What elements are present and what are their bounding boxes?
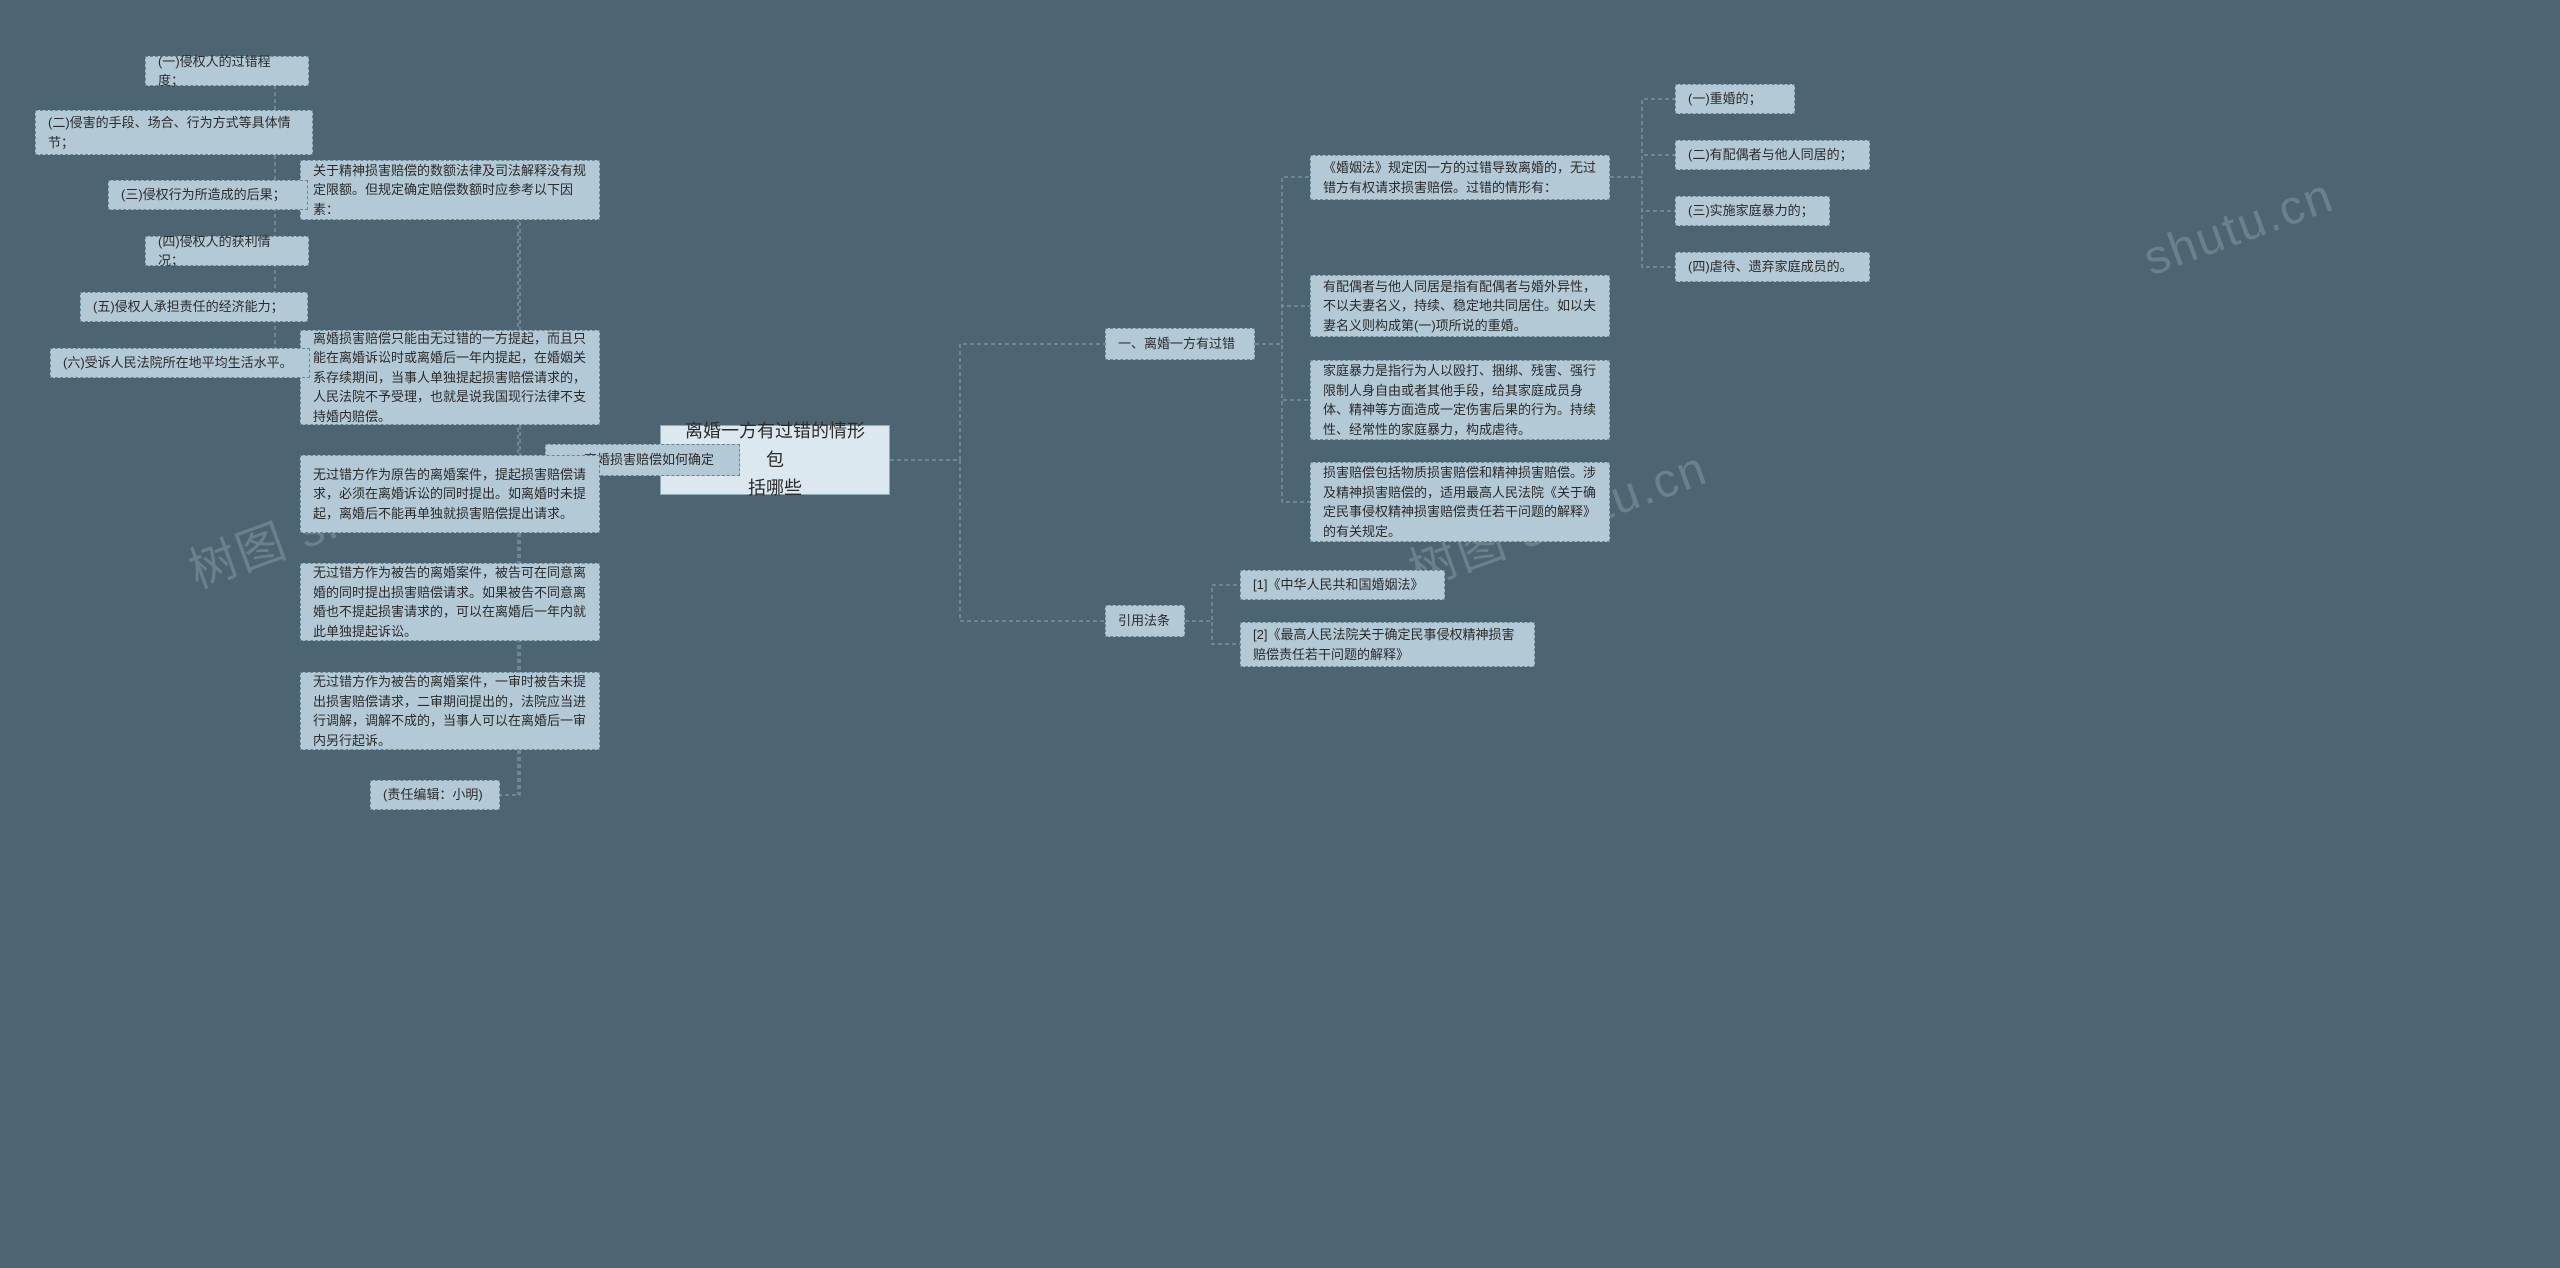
left-leaf-0-2: (三)侵权行为所造成的后果； <box>108 180 308 210</box>
left-child-0: 关于精神损害赔偿的数额法律及司法解释没有规定限额。但规定确定赔偿数额时应参考以下… <box>300 160 600 220</box>
left-leaf-0-4: (五)侵权人承担责任的经济能力； <box>80 292 308 322</box>
right-0-leaf-3: (四)虐待、遗弃家庭成员的。 <box>1675 252 1870 282</box>
right-0-leaf-1: (二)有配偶者与他人同居的； <box>1675 140 1870 170</box>
left-leaf-0-0: (一)侵权人的过错程度； <box>145 56 309 86</box>
right-0-leaf-0: (一)重婚的； <box>1675 84 1795 114</box>
right-0-child-0: 《婚姻法》规定因一方的过错导致离婚的，无过错方有权请求损害赔偿。过错的情形有： <box>1310 155 1610 200</box>
left-child-1: 离婚损害赔偿只能由无过错的一方提起，而且只能在离婚诉讼时或离婚后一年内提起，在婚… <box>300 330 600 425</box>
right-0-child-3: 损害赔偿包括物质损害赔偿和精神损害赔偿。涉及精神损害赔偿的，适用最高人民法院《关… <box>1310 462 1610 542</box>
branch-right-0: 一、离婚一方有过错 <box>1105 328 1255 360</box>
left-child-5: (责任编辑：小明) <box>370 780 500 810</box>
left-leaf-0-1: (二)侵害的手段、场合、行为方式等具体情节； <box>35 110 313 155</box>
watermark: shutu.cn <box>2137 168 2341 287</box>
right-0-child-2: 家庭暴力是指行为人以殴打、捆绑、残害、强行限制人身自由或者其他手段，给其家庭成员… <box>1310 360 1610 440</box>
left-leaf-0-3: (四)侵权人的获利情况； <box>145 236 309 266</box>
right-0-leaf-2: (三)实施家庭暴力的； <box>1675 196 1830 226</box>
left-child-4: 无过错方作为被告的离婚案件，一审时被告未提出损害赔偿请求，二审期间提出的，法院应… <box>300 672 600 750</box>
right-0-child-1: 有配偶者与他人同居是指有配偶者与婚外异性，不以夫妻名义，持续、稳定地共同居住。如… <box>1310 275 1610 337</box>
right-1-child-0: [1]《中华人民共和国婚姻法》 <box>1240 570 1445 600</box>
right-1-child-1: [2]《最高人民法院关于确定民事侵权精神损害赔偿责任若干问题的解释》 <box>1240 622 1535 667</box>
left-child-2: 无过错方作为原告的离婚案件，提起损害赔偿请求，必须在离婚诉讼的同时提出。如离婚时… <box>300 455 600 533</box>
left-leaf-0-5: (六)受诉人民法院所在地平均生活水平。 <box>50 348 310 378</box>
left-child-3: 无过错方作为被告的离婚案件，被告可在同意离婚的同时提出损害赔偿请求。如果被告不同… <box>300 563 600 641</box>
branch-right-1: 引用法条 <box>1105 605 1185 637</box>
